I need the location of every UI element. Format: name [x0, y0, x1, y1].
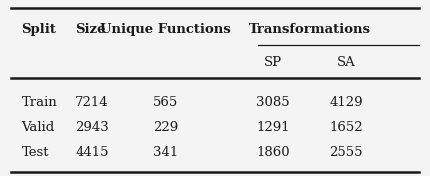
- Text: SP: SP: [264, 56, 282, 69]
- Text: Valid: Valid: [22, 121, 55, 134]
- Text: 4415: 4415: [75, 146, 109, 159]
- Text: 4129: 4129: [329, 96, 363, 109]
- Text: Train: Train: [22, 96, 57, 109]
- Text: 2943: 2943: [75, 121, 109, 134]
- Text: Transformations: Transformations: [249, 23, 371, 36]
- Text: 7214: 7214: [75, 96, 109, 109]
- Text: 1291: 1291: [256, 121, 290, 134]
- Text: 1860: 1860: [256, 146, 290, 159]
- Text: Unique Functions: Unique Functions: [100, 23, 231, 36]
- Text: 3085: 3085: [256, 96, 290, 109]
- Text: Size: Size: [75, 23, 106, 36]
- Text: 565: 565: [153, 96, 178, 109]
- Text: SA: SA: [337, 56, 356, 69]
- Text: Test: Test: [22, 146, 49, 159]
- Text: 229: 229: [153, 121, 178, 134]
- Text: 2555: 2555: [329, 146, 363, 159]
- Text: Split: Split: [22, 23, 56, 36]
- Text: 341: 341: [153, 146, 178, 159]
- Text: 1652: 1652: [329, 121, 363, 134]
